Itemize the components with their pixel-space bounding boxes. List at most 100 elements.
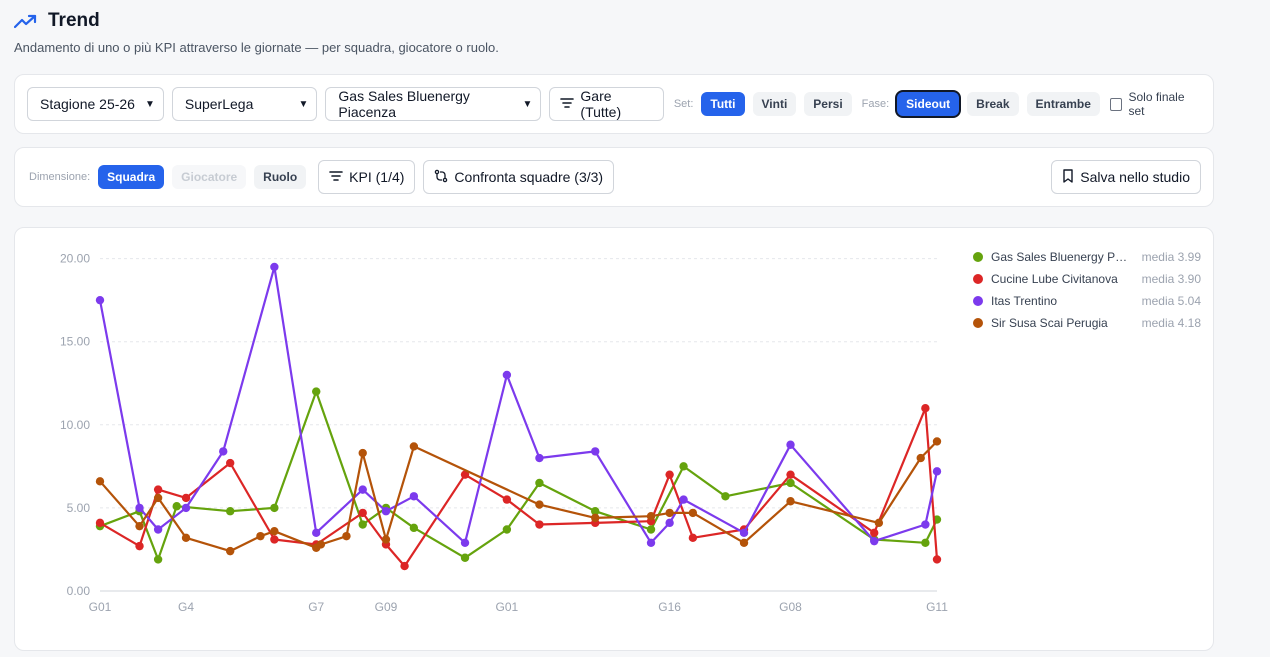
data-point [358, 448, 367, 458]
data-point [679, 495, 688, 504]
data-point [226, 458, 235, 468]
data-point [932, 555, 942, 564]
legend-item[interactable]: Cucine Lube Civitanova media 3.90 [973, 268, 1201, 290]
data-point [181, 493, 191, 503]
data-point [665, 470, 674, 479]
data-point [932, 437, 942, 446]
team-select[interactable]: Gas Sales Bluenergy Piacenza ▼ [325, 87, 542, 121]
data-point [181, 533, 191, 543]
data-point [921, 538, 930, 548]
data-point [874, 518, 884, 528]
set-option-persi[interactable]: Persi [804, 92, 852, 116]
y-tick-label: 20.00 [60, 252, 90, 266]
legend-item[interactable]: Itas Trentino media 5.04 [973, 290, 1201, 312]
data-point [409, 492, 419, 501]
kpi-button[interactable]: KPI (1/4) [318, 160, 416, 194]
legend-average: media 3.90 [1141, 272, 1201, 286]
phase-option-entrambe[interactable]: Entrambe [1026, 92, 1100, 116]
data-point [535, 478, 544, 488]
league-select-value: SuperLega [184, 96, 254, 112]
league-select[interactable]: SuperLega ▼ [171, 87, 318, 121]
x-tick-label: G11 [926, 600, 948, 614]
data-point [153, 485, 163, 494]
set-option-tutti[interactable]: Tutti [701, 92, 745, 116]
series-line [99, 390, 938, 561]
data-point [502, 495, 512, 504]
data-point [409, 442, 419, 451]
data-point [591, 507, 600, 516]
x-tick-label: G09 [375, 600, 398, 614]
data-point [679, 462, 688, 471]
phase-option-break[interactable]: Break [967, 92, 1019, 116]
data-point [921, 520, 930, 529]
legend-dot-icon [973, 296, 983, 306]
filter-icon [329, 169, 343, 185]
data-point [535, 500, 544, 509]
games-filter-label: Gare (Tutte) [580, 88, 622, 120]
legend-dot-icon [973, 318, 983, 328]
x-tick-label: G16 [658, 600, 681, 614]
data-point [358, 485, 367, 494]
data-point [135, 541, 144, 551]
games-filter-button[interactable]: Gare (Tutte) [549, 87, 664, 121]
x-tick-label: G08 [779, 600, 802, 614]
data-point [381, 535, 391, 544]
set-option-vinti[interactable]: Vinti [752, 92, 797, 116]
data-point [342, 531, 351, 541]
data-point [409, 523, 419, 533]
series-line [98, 265, 939, 544]
data-point [358, 520, 367, 529]
data-point [646, 538, 656, 548]
season-select[interactable]: Stagione 25-26 ▼ [27, 87, 164, 121]
data-point [786, 470, 795, 479]
save-to-studio-button[interactable]: Salva nello studio [1051, 160, 1201, 194]
x-tick-label: G7 [308, 600, 324, 614]
data-point [153, 525, 163, 534]
legend-name: Gas Sales Bluenergy Piacenza [991, 250, 1129, 264]
page-subtitle: Andamento di uno o più KPI attraverso le… [14, 40, 499, 55]
legend-dot-icon [973, 252, 983, 262]
data-point [921, 403, 930, 413]
save-to-studio-label: Salva nello studio [1080, 169, 1190, 185]
checkbox-box[interactable] [1109, 97, 1123, 111]
dimension-option-squadra[interactable]: Squadra [98, 165, 165, 189]
y-tick-label: 0.00 [67, 584, 91, 598]
trending-up-icon [14, 13, 38, 29]
filters-bar: Stagione 25-26 ▼ SuperLega ▼ Gas Sales B… [14, 74, 1214, 134]
data-point [786, 497, 795, 506]
chevron-down-icon: ▼ [298, 98, 309, 110]
dimension-option-ruolo[interactable]: Ruolo [254, 165, 307, 189]
phase-option-sideout[interactable]: Sideout [897, 92, 960, 116]
legend-item[interactable]: Gas Sales Bluenergy Piacenza media 3.99 [973, 246, 1201, 268]
data-point [400, 561, 409, 571]
legend-dot-icon [973, 274, 983, 284]
data-point [270, 262, 279, 272]
y-tick-label: 10.00 [60, 418, 90, 432]
data-point [916, 453, 925, 463]
final-set-checkbox[interactable]: Solo finale set [1109, 90, 1201, 118]
legend-average: media 4.18 [1141, 316, 1201, 330]
legend-name: Itas Trentino [991, 294, 1058, 308]
data-point [153, 555, 163, 564]
data-point [153, 493, 163, 503]
chevron-down-icon: ▼ [144, 98, 155, 110]
data-point [312, 387, 321, 396]
data-point [460, 553, 470, 562]
data-point [381, 507, 391, 516]
data-point [460, 470, 470, 479]
data-point [135, 521, 144, 531]
series-line [99, 407, 939, 568]
data-point [502, 370, 512, 380]
legend-name: Cucine Lube Civitanova [991, 272, 1118, 286]
data-point [270, 526, 279, 536]
data-point [181, 503, 191, 513]
data-point [312, 528, 321, 538]
compare-teams-button[interactable]: Confronta squadre (3/3) [423, 160, 615, 194]
x-tick-label: G01 [89, 600, 112, 614]
compare-teams-label: Confronta squadre (3/3) [454, 169, 604, 185]
data-point [646, 525, 656, 534]
trend-chart-card: 0.00 5.00 10.00 15.00 20.00 G01 G4 G7 G09 G01 G16 G… [14, 227, 1214, 651]
data-point [535, 520, 544, 529]
data-point [358, 508, 367, 518]
legend-item[interactable]: Sir Susa Scai Perugia media 4.18 [973, 312, 1201, 334]
